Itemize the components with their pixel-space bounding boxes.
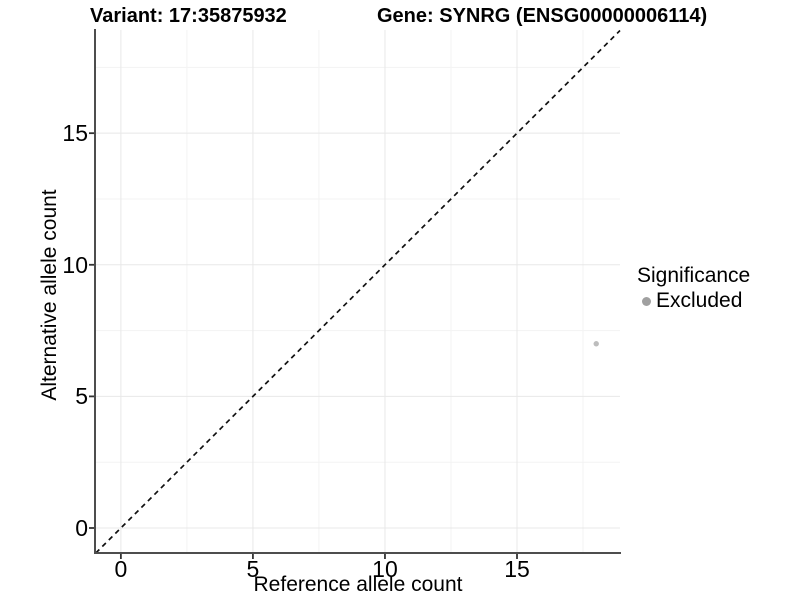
x-axis-title: Reference allele count <box>253 573 463 596</box>
x-tick-label: 5 <box>246 556 260 582</box>
legend: Significance Excluded <box>637 263 750 313</box>
y-tick-label: 10 <box>62 251 88 278</box>
data-point-excluded <box>593 341 599 347</box>
identity-line <box>95 29 621 554</box>
excluded-point-icon <box>642 296 651 306</box>
x-tick-label: 15 <box>504 556 530 582</box>
legend-entry-excluded: Excluded <box>637 289 750 313</box>
gene-title: Gene: SYNRG (ENSG00000006114) <box>377 5 708 27</box>
variant-title: Variant: 17:35875932 <box>90 5 287 27</box>
y-axis-title: Alternative allele count <box>38 189 61 401</box>
x-tick-label: 0 <box>114 556 128 582</box>
y-tick-label: 15 <box>62 120 88 147</box>
y-tick-label: 0 <box>75 514 88 541</box>
legend-entry-label: Excluded <box>656 289 743 312</box>
legend-title: Significance <box>637 264 751 287</box>
x-tick-label: 10 <box>372 556 398 582</box>
y-tick-label: 5 <box>75 383 88 410</box>
